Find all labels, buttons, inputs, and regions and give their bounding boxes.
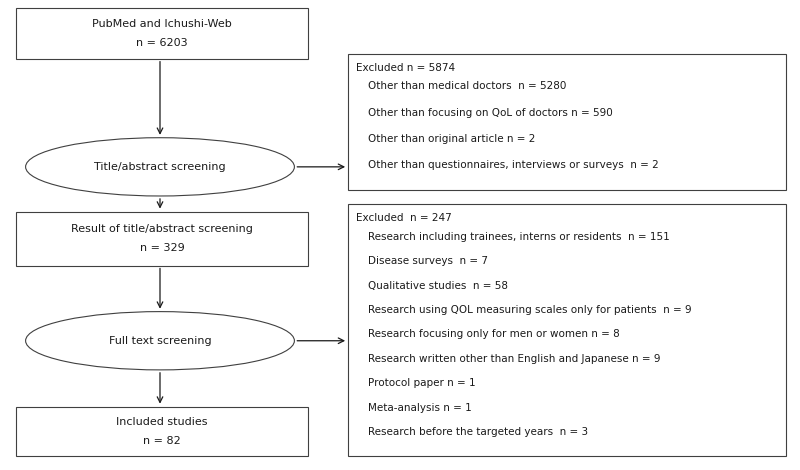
Text: Research focusing only for men or women n = 8: Research focusing only for men or women … <box>368 329 620 339</box>
Text: Excluded n = 5874: Excluded n = 5874 <box>356 63 455 72</box>
Text: Included studies: Included studies <box>116 417 208 427</box>
Text: PubMed and Ichushi-Web: PubMed and Ichushi-Web <box>92 19 232 29</box>
Text: Research before the targeted years  n = 3: Research before the targeted years n = 3 <box>368 427 588 437</box>
Ellipse shape <box>26 312 294 370</box>
FancyBboxPatch shape <box>16 212 308 266</box>
Text: Research including trainees, interns or residents  n = 151: Research including trainees, interns or … <box>368 232 670 242</box>
Text: Qualitative studies  n = 58: Qualitative studies n = 58 <box>368 281 508 290</box>
Text: n = 329: n = 329 <box>140 243 184 253</box>
Text: Title/abstract screening: Title/abstract screening <box>94 162 226 172</box>
Text: Research written other than English and Japanese n = 9: Research written other than English and … <box>368 354 661 364</box>
FancyBboxPatch shape <box>348 204 786 456</box>
FancyBboxPatch shape <box>16 407 308 456</box>
Text: n = 6203: n = 6203 <box>136 38 188 48</box>
FancyBboxPatch shape <box>16 8 308 59</box>
Text: Disease surveys  n = 7: Disease surveys n = 7 <box>368 256 488 266</box>
Text: n = 82: n = 82 <box>143 436 181 446</box>
Text: Other than original article n = 2: Other than original article n = 2 <box>368 134 535 144</box>
FancyBboxPatch shape <box>348 54 786 190</box>
Ellipse shape <box>26 138 294 196</box>
Text: Research using QOL measuring scales only for patients  n = 9: Research using QOL measuring scales only… <box>368 305 692 315</box>
Text: Protocol paper n = 1: Protocol paper n = 1 <box>368 378 476 388</box>
Text: Meta-analysis n = 1: Meta-analysis n = 1 <box>368 403 472 413</box>
Text: Full text screening: Full text screening <box>109 336 211 346</box>
Text: Result of title/abstract screening: Result of title/abstract screening <box>71 224 253 234</box>
Text: Other than focusing on QoL of doctors n = 590: Other than focusing on QoL of doctors n … <box>368 108 613 118</box>
Text: Excluded  n = 247: Excluded n = 247 <box>356 213 452 223</box>
Text: Other than medical doctors  n = 5280: Other than medical doctors n = 5280 <box>368 81 566 91</box>
Text: Other than questionnaires, interviews or surveys  n = 2: Other than questionnaires, interviews or… <box>368 160 658 170</box>
